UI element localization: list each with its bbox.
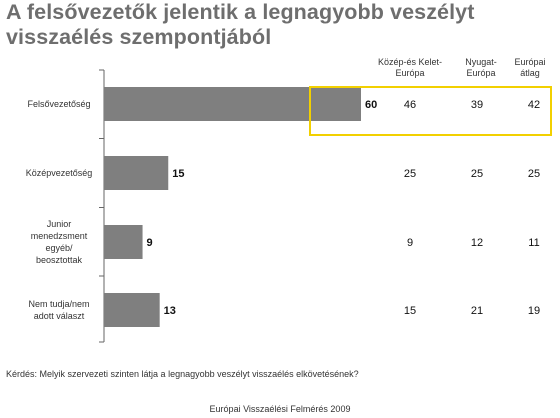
table-value: 11 (528, 237, 539, 249)
question-footnote: Kérdés: Melyik szervezeti szinten látja … (6, 369, 359, 379)
highlight-box (309, 86, 552, 136)
bar (104, 87, 361, 121)
table-value: 19 (528, 305, 540, 317)
title-line-1: A felsővezetők jelentik a legnagyobb ves… (6, 0, 475, 24)
table-value: 25 (528, 168, 540, 180)
column-header-eu-avg-line1: Európai (514, 57, 546, 67)
table-value: 12 (471, 237, 483, 249)
bar-value-label: 60 (365, 99, 377, 111)
category-label: Junior menedzsment egyéb/beosztottak (31, 219, 88, 265)
category-label: Középvezetőség (26, 168, 93, 178)
table-value: 25 (471, 168, 483, 180)
column-header-cee-line2: Európa (395, 68, 425, 78)
column-header-cee-line1: Közép-és Kelet- (377, 57, 443, 67)
table-value: 15 (404, 305, 416, 317)
column-header-eu-avg: Európai átlag (505, 57, 555, 79)
column-header-cee: Közép-és Kelet- Európa (372, 57, 448, 79)
table-value: 39 (471, 99, 483, 111)
category-label: Nem tudja/nem adott választ (28, 299, 89, 321)
bar-value-label: 13 (164, 305, 176, 317)
column-header-we-line2: Európa (466, 68, 496, 78)
table-value: 9 (407, 237, 413, 249)
bar-value-label: 9 (147, 237, 153, 249)
column-header-we: Nyugat- Európa (446, 57, 516, 79)
bar-value-label: 15 (172, 168, 184, 180)
source-note: Európai Visszaélési Felmérés 2009 (209, 404, 351, 414)
column-header-eu-avg-line2: átlag (520, 68, 540, 78)
table-value: 42 (528, 99, 540, 111)
title-line-2: visszaélés szempontjából (6, 25, 272, 49)
bar (104, 225, 143, 259)
column-header-we-line1: Nyugat- (465, 57, 497, 67)
table-value: 25 (404, 168, 416, 180)
table-value: 21 (471, 305, 483, 317)
bar (104, 156, 169, 190)
bar (104, 293, 160, 327)
page-title: A felsővezetők jelentik a legnagyobb ves… (6, 0, 554, 50)
category-label: Felsővezetőség (27, 99, 90, 109)
table-value: 46 (404, 99, 416, 111)
